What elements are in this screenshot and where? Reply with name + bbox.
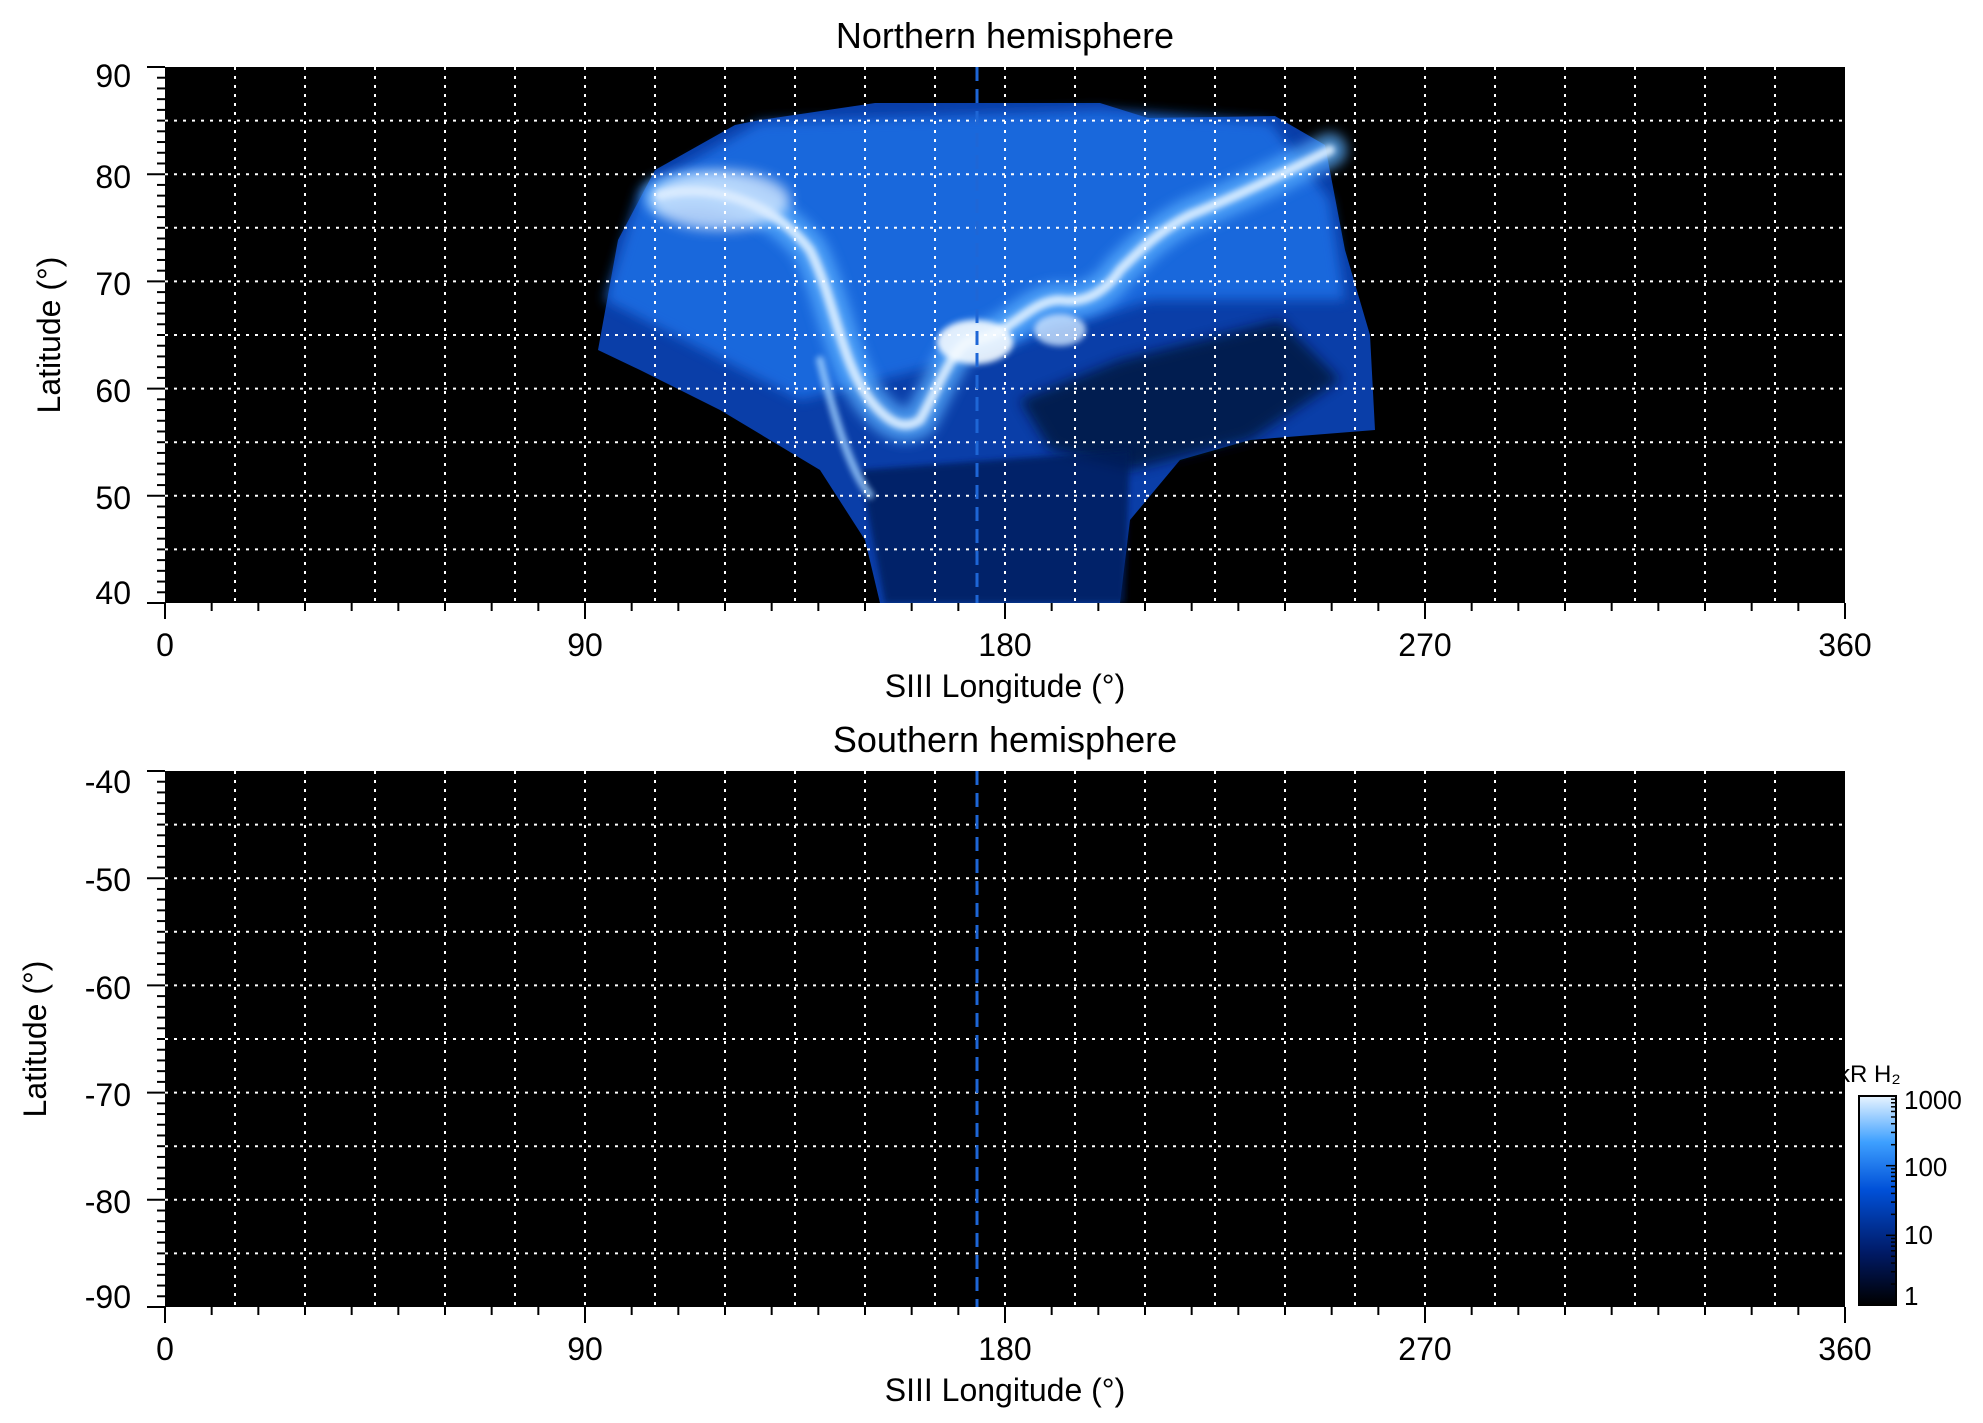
north-bright-spot bbox=[937, 320, 1013, 364]
north-x-tick-label: 0 bbox=[156, 627, 174, 663]
north-x-tick-label: 90 bbox=[567, 627, 603, 663]
north-y-tick-label: 50 bbox=[95, 480, 131, 516]
north-arc-lower bbox=[816, 356, 874, 499]
north-x-axis-label: SIII Longitude (°) bbox=[885, 668, 1125, 704]
south-x-axis-label: SIII Longitude (°) bbox=[885, 1372, 1125, 1408]
south-title: Southern hemisphere bbox=[833, 719, 1177, 760]
south-x-tick-label: 90 bbox=[567, 1331, 603, 1367]
colorbar-tick-label: 10 bbox=[1904, 1220, 1933, 1250]
south-x-tick-label: 360 bbox=[1818, 1331, 1871, 1367]
south-y-tick-label: -60 bbox=[85, 970, 131, 1006]
north-y-axis-label: Latitude (°) bbox=[31, 257, 67, 414]
north-y-tick-label: 60 bbox=[95, 373, 131, 409]
south-y-axis-label: Latitude (°) bbox=[17, 961, 53, 1118]
colorbar-ticks bbox=[1886, 1098, 1896, 1306]
north-x-ticks bbox=[164, 603, 1846, 619]
north-dark-region bbox=[1020, 320, 1340, 470]
north-panel: Northern hemisphere 0 90 180 270 360 40 … bbox=[31, 15, 1872, 704]
north-emission-upper bbox=[605, 110, 1345, 400]
colorbar-tick-label: 1000 bbox=[1904, 1085, 1962, 1115]
north-lowlat-noise bbox=[860, 450, 1130, 603]
south-y-tick-label: -80 bbox=[85, 1184, 131, 1220]
north-aurora-emission bbox=[598, 103, 1375, 603]
north-y-tick-label: 70 bbox=[95, 266, 131, 302]
north-y-tick-label: 40 bbox=[95, 575, 131, 611]
colorbar-label: kR H₂ bbox=[1838, 1061, 1901, 1088]
south-y-ticks bbox=[147, 770, 165, 1308]
south-x-tick-label: 270 bbox=[1398, 1331, 1451, 1367]
south-x-ticks bbox=[164, 1307, 1846, 1323]
colorbar-tick-label: 1 bbox=[1904, 1281, 1918, 1311]
south-y-tick-label: -70 bbox=[85, 1077, 131, 1113]
north-y-tick-label: 80 bbox=[95, 159, 131, 195]
south-grid bbox=[165, 771, 1845, 1307]
north-title: Northern hemisphere bbox=[836, 15, 1174, 56]
colorbar-gradient bbox=[1858, 1095, 1897, 1306]
north-y-tick-label: 90 bbox=[95, 58, 131, 94]
north-y-ticks bbox=[147, 66, 165, 604]
north-x-tick-label: 360 bbox=[1818, 627, 1871, 663]
south-y-tick-label: -90 bbox=[85, 1279, 131, 1315]
colorbar: kR H₂ 1 10 100 1000 bbox=[1838, 1061, 1962, 1311]
south-x-tick-label: 0 bbox=[156, 1331, 174, 1367]
north-x-tick-label: 180 bbox=[978, 627, 1031, 663]
north-bright-spot-2 bbox=[1034, 314, 1086, 346]
colorbar-tick-label: 100 bbox=[1904, 1152, 1947, 1182]
south-x-tick-label: 180 bbox=[978, 1331, 1031, 1367]
north-bright-patch bbox=[650, 170, 790, 230]
south-panel: Southern hemisphere 0 90 180 270 360 -40… bbox=[17, 719, 1872, 1408]
south-y-tick-label: -50 bbox=[85, 862, 131, 898]
north-grid bbox=[165, 67, 1845, 603]
south-y-tick-label: -40 bbox=[85, 764, 131, 800]
north-x-tick-label: 270 bbox=[1398, 627, 1451, 663]
